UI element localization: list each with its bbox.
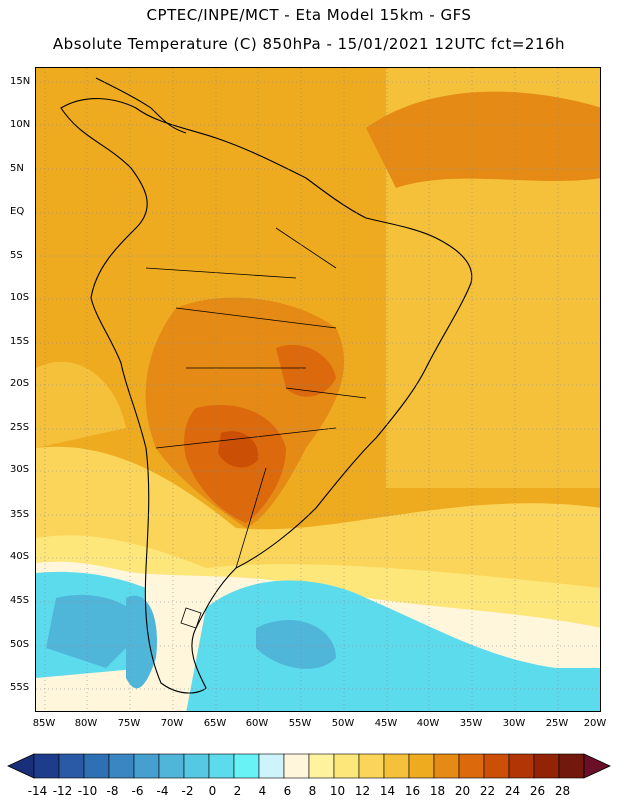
lon-label: 50W [331, 718, 355, 729]
colorbar-cell [133, 753, 160, 779]
lat-label: 25S [10, 422, 30, 433]
colorbar-cell [208, 753, 235, 779]
lon-label: 45W [374, 718, 398, 729]
lon-label: 80W [74, 718, 98, 729]
pacific-band [36, 361, 126, 448]
colorbar-cell [383, 753, 410, 779]
colorbar-cell [233, 753, 260, 779]
lat-label: 15N [10, 76, 31, 87]
lat-label: 55S [10, 682, 30, 693]
patagonia-cold [126, 595, 157, 689]
lon-label: 75W [117, 718, 141, 729]
colorbar-cell [408, 753, 435, 779]
colorbar-label: 22 [479, 784, 496, 798]
lat-label: 50S [10, 639, 30, 650]
title-line-1: CPTEC/INPE/MCT - Eta Model 15km - GFS [146, 6, 472, 24]
colorbar [7, 753, 611, 779]
central-brazil-hot-core [276, 344, 336, 397]
colorbar-cell [558, 753, 585, 779]
colorbar-cell [483, 753, 510, 779]
colorbar-label: -2 [181, 784, 194, 798]
colorbar-right-arrow [583, 753, 611, 779]
colorbar-cell [508, 753, 535, 779]
colorbar-label: 24 [504, 784, 521, 798]
colorbar-label: 18 [429, 784, 446, 798]
colorbar-label: 14 [379, 784, 396, 798]
colorbar-label: 26 [529, 784, 546, 798]
colorbar-cell [358, 753, 385, 779]
country-borders [145, 227, 367, 569]
colorbar-left-arrow [7, 753, 35, 779]
lat-label: 10N [10, 119, 31, 130]
colorbar-label: -14 [27, 784, 48, 798]
lat-label: 5N [10, 163, 24, 174]
colorbar-cell [108, 753, 135, 779]
colorbar-cell [183, 753, 210, 779]
colorbar-label: 8 [308, 784, 317, 798]
lon-label: 85W [32, 718, 56, 729]
lat-label: 10S [10, 292, 30, 303]
colorbar-cell [158, 753, 185, 779]
lon-label: 70W [160, 718, 184, 729]
lat-label: 15S [10, 336, 30, 347]
colorbar-label: 16 [404, 784, 421, 798]
central-america-coast [95, 77, 187, 134]
cold-core [256, 619, 336, 669]
colorbar-cell [83, 753, 110, 779]
colorbar-cell [533, 753, 560, 779]
colorbar-label: -10 [77, 784, 98, 798]
north-atlantic-warm-band [366, 91, 600, 188]
lat-label: 35S [10, 509, 30, 520]
colorbar-label: 6 [283, 784, 292, 798]
lon-label: 65W [203, 718, 227, 729]
lon-label: 30W [502, 718, 526, 729]
temperature-map [35, 67, 601, 712]
colorbar-label: 4 [258, 784, 267, 798]
colorbar-label: 28 [554, 784, 571, 798]
colorbar-cell [283, 753, 310, 779]
title-line-2: Absolute Temperature (C) 850hPa - 15/01/… [52, 35, 566, 53]
colorbar-cell [458, 753, 485, 779]
colorbar-cell [33, 753, 60, 779]
lon-label: 25W [545, 718, 569, 729]
colorbar-cell [258, 753, 285, 779]
lat-label: 45S [10, 595, 30, 606]
colorbar-label: -6 [131, 784, 144, 798]
colorbar-label: 2 [233, 784, 242, 798]
colorbar-cell [58, 753, 85, 779]
colorbar-cell [433, 753, 460, 779]
lat-label: EQ [10, 206, 25, 217]
lon-label: 55W [288, 718, 312, 729]
colorbar-label: 12 [354, 784, 371, 798]
south-atlantic-cold-zone [186, 580, 600, 711]
lat-label: 20S [10, 378, 30, 389]
colorbar-label: -8 [106, 784, 119, 798]
lat-label: 40S [10, 551, 30, 562]
lon-label: 35W [459, 718, 483, 729]
lat-label: 5S [10, 250, 23, 261]
falkland-islands [180, 607, 202, 629]
colorbar-label: -4 [156, 784, 169, 798]
colorbar-cell [308, 753, 335, 779]
colorbar-label: 0 [208, 784, 217, 798]
lat-label: 30S [10, 464, 30, 475]
lon-label: 20W [583, 718, 607, 729]
colorbar-label: 10 [329, 784, 346, 798]
colorbar-label: -12 [52, 784, 73, 798]
colorbar-cell [333, 753, 360, 779]
lon-label: 40W [416, 718, 440, 729]
pacific-deep-cold [46, 594, 146, 668]
lon-label: 60W [245, 718, 269, 729]
colorbar-label: 20 [454, 784, 471, 798]
